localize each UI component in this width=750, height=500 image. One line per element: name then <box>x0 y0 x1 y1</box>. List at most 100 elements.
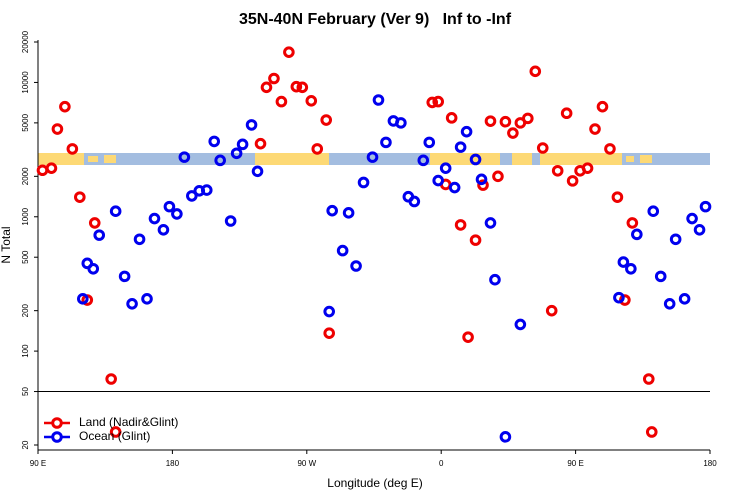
point <box>432 95 445 108</box>
point <box>448 181 461 194</box>
point <box>290 80 303 93</box>
point <box>336 244 349 257</box>
y-tick-label: 500 <box>21 250 30 264</box>
x-tick-label: 90 W <box>297 459 316 468</box>
point <box>59 100 71 113</box>
legend-label: Ocean (Glint) <box>79 429 150 443</box>
point <box>489 273 501 286</box>
point <box>522 112 534 125</box>
point <box>462 331 474 343</box>
y-tick-label: 1000 <box>21 207 30 225</box>
point <box>275 95 288 108</box>
point <box>268 72 280 85</box>
point <box>305 94 318 107</box>
point <box>357 176 370 189</box>
point <box>445 112 458 124</box>
point <box>693 223 706 236</box>
point <box>654 270 667 283</box>
point <box>260 81 273 94</box>
point <box>163 200 176 213</box>
point <box>236 138 249 151</box>
point <box>323 305 336 318</box>
point <box>171 208 183 220</box>
point <box>678 293 691 305</box>
point <box>514 318 527 331</box>
point <box>254 137 267 150</box>
point <box>596 100 609 113</box>
y-tick-label: 50 <box>21 387 30 396</box>
point <box>613 291 625 304</box>
y-tick-label: 10000 <box>21 71 30 94</box>
point <box>45 162 58 174</box>
point <box>645 426 658 438</box>
x-axis-label: Longitude (deg E) <box>327 476 422 490</box>
point <box>626 217 639 229</box>
point <box>208 135 221 148</box>
point <box>545 304 558 317</box>
point <box>214 154 226 167</box>
point <box>157 223 170 236</box>
point <box>460 125 473 138</box>
point <box>669 233 682 246</box>
point <box>296 81 309 94</box>
point <box>51 123 64 135</box>
point <box>326 204 338 217</box>
point <box>148 212 161 225</box>
y-tick-label: 20 <box>21 440 30 449</box>
point <box>492 170 504 183</box>
point <box>589 123 601 135</box>
point <box>320 114 333 126</box>
point <box>507 127 519 139</box>
point <box>251 165 264 178</box>
point <box>395 117 407 129</box>
point <box>619 294 631 306</box>
x-tick-label: 180 <box>166 459 180 468</box>
point <box>311 143 324 155</box>
point <box>36 164 49 177</box>
point <box>87 262 100 275</box>
y-axis-label: N Total <box>0 226 13 263</box>
point <box>323 327 336 339</box>
point <box>77 293 89 305</box>
point <box>109 426 122 438</box>
point <box>93 229 106 241</box>
point <box>454 141 467 153</box>
point <box>109 205 122 218</box>
point <box>647 205 660 218</box>
point <box>230 147 243 160</box>
point <box>475 173 488 186</box>
legend-marker <box>51 417 63 429</box>
chart-title: 35N-40N February (Ver 9) Inf to -Inf <box>239 11 512 28</box>
point <box>74 191 86 203</box>
point <box>484 217 497 229</box>
legend-marker <box>51 431 63 443</box>
legend-label: Land (Nadir&Glint) <box>79 415 178 429</box>
point <box>88 217 101 229</box>
point <box>126 297 138 310</box>
point <box>105 373 117 385</box>
point <box>469 153 482 166</box>
point <box>454 219 467 231</box>
y-tick-label: 100 <box>21 344 30 358</box>
point <box>536 142 549 154</box>
point <box>566 175 579 187</box>
point <box>686 212 698 225</box>
point <box>611 191 624 203</box>
point <box>380 136 392 149</box>
point <box>66 143 79 155</box>
point <box>423 136 436 149</box>
point <box>484 115 497 127</box>
point <box>625 262 637 275</box>
point <box>432 174 445 187</box>
point <box>560 107 573 120</box>
x-tick-label: 180 <box>703 459 717 468</box>
point <box>617 256 630 268</box>
point <box>642 373 655 385</box>
y-tick-label: 2000 <box>21 167 30 185</box>
y-tick-label: 200 <box>21 303 30 317</box>
point <box>350 260 362 272</box>
point <box>408 195 421 208</box>
point <box>417 154 430 167</box>
point <box>604 143 616 155</box>
